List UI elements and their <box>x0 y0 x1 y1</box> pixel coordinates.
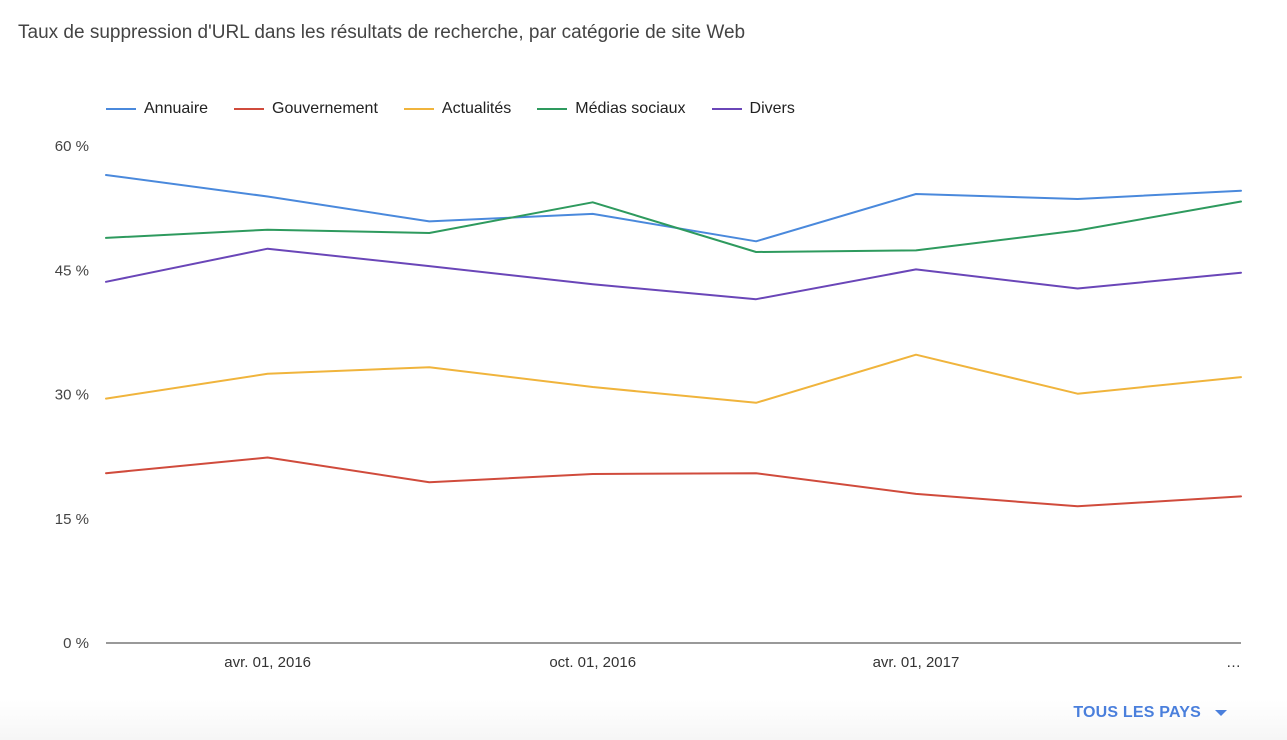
legend-swatch <box>403 108 434 110</box>
legend-label: Actualités <box>441 100 512 117</box>
chart-legend: Annuaire Gouvernement Actualités Médias soc… <box>106 100 821 118</box>
footer-bar <box>0 700 1287 740</box>
caret-down-icon <box>1215 710 1227 716</box>
y-tick-label: 45 % <box>55 262 89 279</box>
series-line-actualit-s <box>105 353 1242 404</box>
legend-label: Médias sociaux <box>575 100 686 117</box>
legend-swatch <box>106 108 136 110</box>
y-tick-label: 0 % <box>63 635 89 652</box>
legend-item: Médias sociaux <box>537 100 686 118</box>
x-tick-label: avr. 01, 2017 <box>873 654 960 671</box>
y-tick-label: 15 % <box>55 511 89 528</box>
country-selector-label: TOUS LES PAYS <box>1073 704 1201 721</box>
x-tick-label: avr. 01, 2016 <box>224 654 311 671</box>
legend-swatch <box>234 108 265 110</box>
y-tick-label: 30 % <box>55 387 89 404</box>
legend-label: Gouvernement <box>272 100 378 117</box>
series-line-gouvernement <box>105 456 1242 508</box>
series-line-m-dias-sociaux <box>105 200 1242 253</box>
line-chart: 0 % 15 % 30 % 45 % 60 % avr. 01, 2016 oct. 01,… <box>55 138 1242 671</box>
legend-swatch <box>711 108 742 110</box>
x-tick-label: … <box>1226 654 1241 671</box>
legend-item: Actualités <box>403 100 512 118</box>
legend-item: Annuaire <box>106 100 208 118</box>
series-line-divers <box>105 247 1242 301</box>
legend-swatch <box>537 108 568 110</box>
legend-item: Gouvernement <box>234 100 378 118</box>
legend-label: Annuaire <box>144 100 209 117</box>
legend-label: Divers <box>749 100 795 117</box>
legend-item: Divers <box>711 100 795 118</box>
y-tick-label: 60 % <box>55 138 89 155</box>
country-selector-button[interactable]: TOUS LES PAYS <box>1073 704 1227 722</box>
x-tick-label: oct. 01, 2016 <box>549 654 636 671</box>
chart-title: Taux de suppression d'URL dans les résul… <box>18 22 746 43</box>
